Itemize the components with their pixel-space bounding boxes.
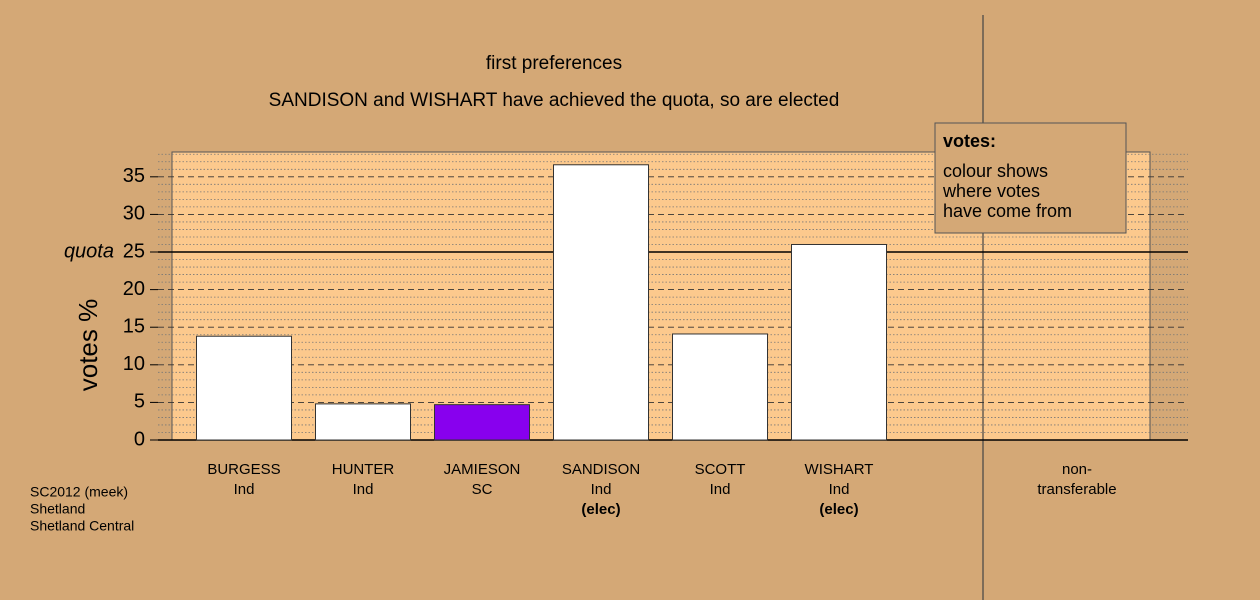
footer-text: Shetland: [30, 501, 85, 517]
x-tick-label: WISHART: [805, 461, 874, 478]
footer-text: SC2012 (meek): [30, 484, 128, 500]
legend-text: colour shows: [943, 161, 1048, 181]
x-tick-label: BURGESS: [207, 461, 280, 478]
x-tick-label: JAMIESON: [444, 461, 521, 478]
party-label: Ind: [353, 481, 374, 498]
bar: [196, 335, 292, 441]
x-tick-label: HUNTER: [332, 461, 395, 478]
party-label: SC: [472, 481, 493, 498]
x-tick-label: SANDISON: [562, 461, 640, 478]
party-label: Ind: [234, 481, 255, 498]
y-tick-label: 25: [123, 240, 145, 262]
party-label: Ind: [710, 481, 731, 498]
legend-title: votes:: [943, 131, 996, 151]
y-tick-label: 30: [123, 203, 145, 225]
x-tick-label: SCOTT: [695, 461, 746, 478]
chart-title: first preferences: [486, 53, 622, 74]
legend-box: [934, 122, 1127, 234]
legend-text: where votes: [942, 181, 1040, 201]
y-tick-label: 10: [123, 353, 145, 375]
party-label: Ind: [591, 481, 612, 498]
bar: [315, 403, 411, 441]
elected-label: (elec): [819, 501, 858, 518]
quota-label: quota: [64, 240, 114, 262]
footer-text: Shetland Central: [30, 518, 134, 534]
y-tick-label: 15: [123, 315, 145, 337]
bar: [791, 243, 887, 441]
chart-subtitle: SANDISON and WISHART have achieved the q…: [269, 90, 840, 111]
y-tick-label: 20: [123, 278, 145, 300]
y-axis-label: votes %: [73, 299, 103, 392]
bar: [553, 164, 649, 441]
y-tick-label: 35: [123, 165, 145, 187]
bar: [434, 404, 530, 441]
y-tick-label: 5: [134, 391, 145, 413]
party-label: transferable: [1037, 481, 1116, 498]
y-tick-label: 0: [134, 428, 145, 450]
elected-label: (elec): [581, 501, 620, 518]
x-tick-label: non-: [1062, 461, 1092, 478]
bar: [672, 333, 768, 441]
legend-text: have come from: [943, 201, 1072, 221]
party-label: Ind: [829, 481, 850, 498]
